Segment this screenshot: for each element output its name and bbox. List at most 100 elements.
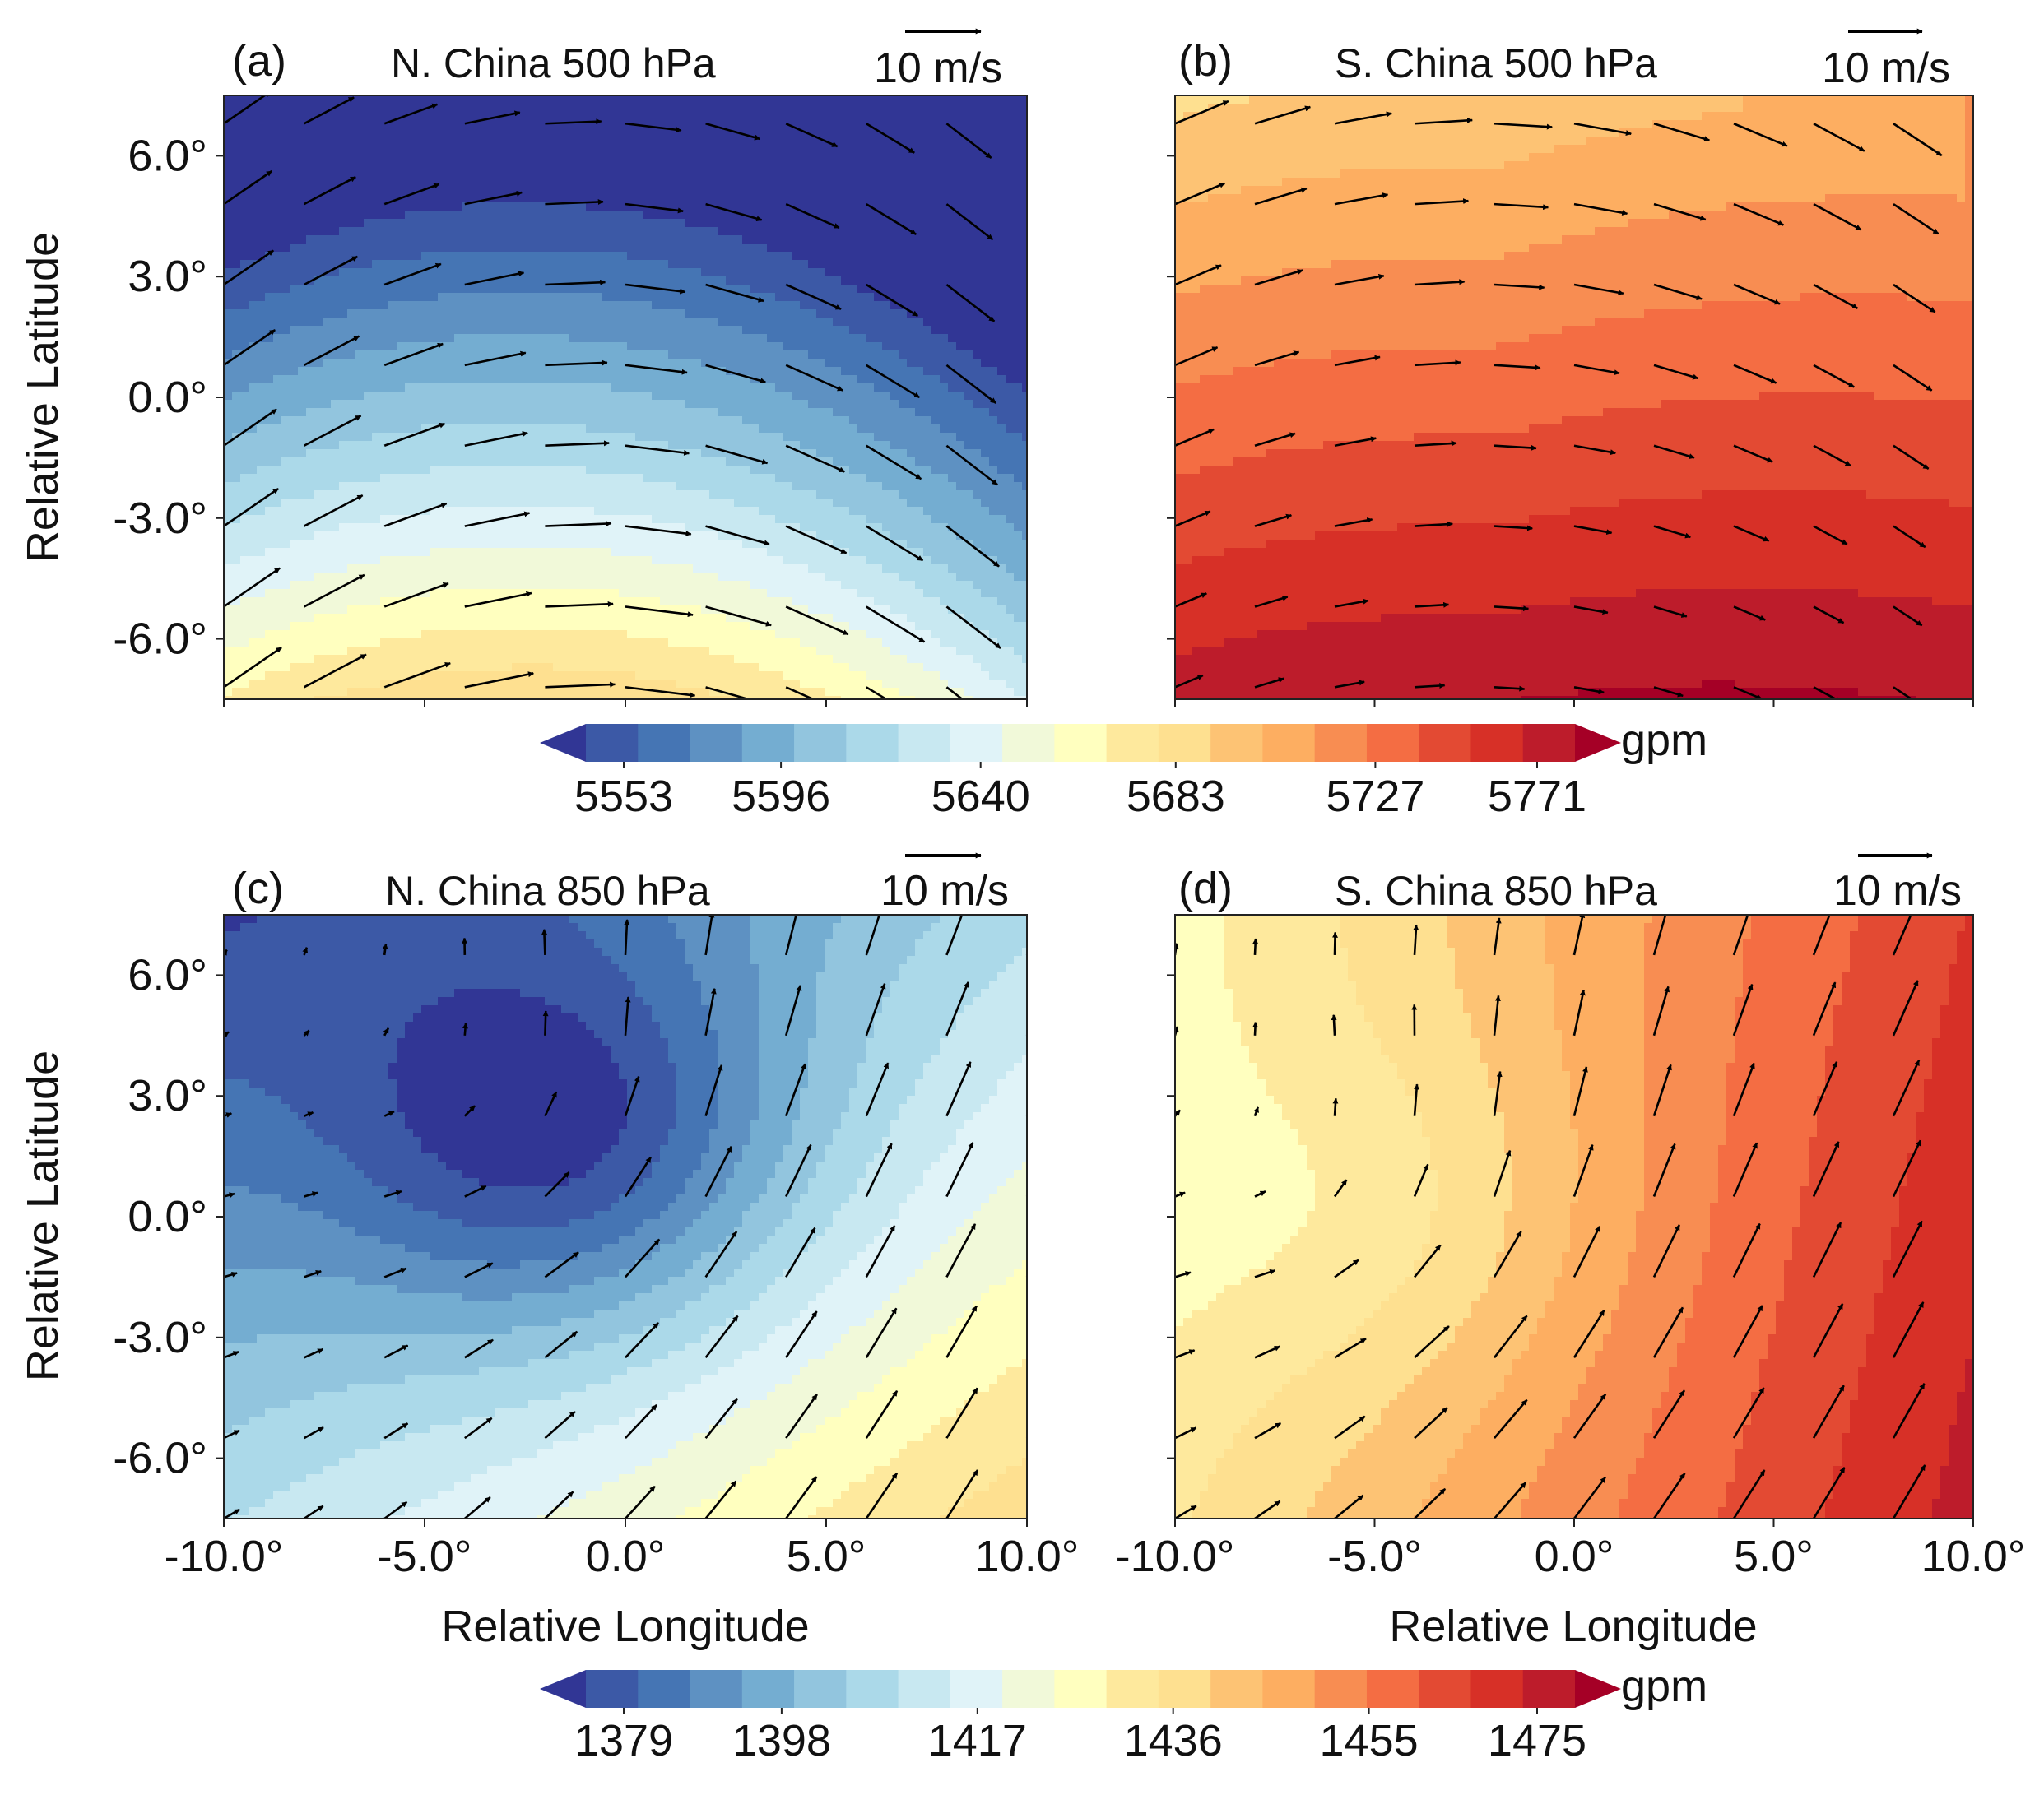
field-cell <box>726 457 735 466</box>
field-cell <box>520 400 529 409</box>
field-cell <box>380 268 389 277</box>
field-cell <box>504 202 513 211</box>
field-cell <box>249 120 258 129</box>
field-cell <box>421 309 430 318</box>
field-cell <box>693 457 702 466</box>
field-cell <box>314 309 323 318</box>
field-cell <box>808 309 817 318</box>
field-cell <box>273 507 282 516</box>
field-cell <box>619 383 628 392</box>
field-cell <box>718 318 727 327</box>
field-cell <box>281 375 290 384</box>
field-cell <box>331 400 340 409</box>
field-cell <box>520 490 529 499</box>
field-cell <box>306 293 315 302</box>
field-cell <box>849 194 858 203</box>
field-cell <box>701 424 710 434</box>
field-cell <box>471 408 480 417</box>
field-cell <box>792 326 801 335</box>
field-cell <box>676 227 685 236</box>
field-cell <box>833 293 842 302</box>
field-cell <box>767 194 776 203</box>
field-cell <box>833 268 842 277</box>
field-cell <box>693 416 702 425</box>
field-cell <box>643 474 653 483</box>
field-cell <box>446 342 455 351</box>
field-cell <box>956 285 965 294</box>
field-cell <box>471 145 480 154</box>
field-cell <box>808 244 817 253</box>
field-cell <box>512 367 521 376</box>
field-cell <box>833 424 842 434</box>
field-cell <box>940 392 949 401</box>
field-cell <box>240 145 249 154</box>
field-cell <box>676 260 685 269</box>
field-cell <box>816 128 825 137</box>
field-cell <box>512 457 521 466</box>
field-cell <box>718 375 727 384</box>
field-cell <box>899 416 908 425</box>
field-cell <box>899 334 908 343</box>
field-cell <box>380 482 389 491</box>
field-cell <box>899 128 908 137</box>
field-cell <box>512 499 521 508</box>
field-cell <box>635 359 644 368</box>
field-cell <box>825 194 834 203</box>
field-cell <box>397 186 406 195</box>
field-cell <box>594 318 603 327</box>
field-cell <box>899 318 908 327</box>
field-cell <box>874 350 883 359</box>
field-cell <box>816 194 825 203</box>
field-cell <box>405 457 414 466</box>
field-cell <box>224 95 233 104</box>
field-cell <box>594 194 603 203</box>
field-cell <box>594 137 603 146</box>
field-cell <box>347 342 356 351</box>
field-cell <box>249 169 258 179</box>
field-cell <box>874 219 883 228</box>
field-cell <box>594 416 603 425</box>
field-cell <box>1022 186 1027 195</box>
field-cell <box>643 112 653 121</box>
field-cell <box>314 326 323 335</box>
field-cell <box>825 482 834 491</box>
field-cell <box>265 268 274 277</box>
field-cell <box>438 153 447 162</box>
field-cell <box>767 466 776 475</box>
field-cell <box>232 244 241 253</box>
field-cell <box>611 490 620 499</box>
field-cell <box>635 334 644 343</box>
field-cell <box>701 474 710 483</box>
field-cell <box>981 219 990 228</box>
field-cell <box>504 112 513 121</box>
field-cell <box>816 359 825 368</box>
field-cell <box>940 301 949 310</box>
field-cell <box>948 449 957 458</box>
field-cell <box>816 219 825 228</box>
field-cell <box>314 252 323 261</box>
field-cell <box>849 375 858 384</box>
field-cell <box>948 359 957 368</box>
field-cell <box>586 235 595 244</box>
field-cell <box>281 161 290 170</box>
field-cell <box>561 161 570 170</box>
field-cell <box>940 318 949 327</box>
field-cell <box>701 178 710 187</box>
field-cell <box>685 244 694 253</box>
field-cell <box>421 441 430 450</box>
field-cell <box>281 120 290 129</box>
field-cell <box>693 334 702 343</box>
field-cell <box>668 104 677 113</box>
field-cell <box>841 137 850 146</box>
field-cell <box>627 219 636 228</box>
field-cell <box>833 457 842 466</box>
field-cell <box>561 318 570 327</box>
field-cell <box>701 260 710 269</box>
field-cell <box>314 474 323 483</box>
field-cell <box>240 375 249 384</box>
field-cell <box>290 293 299 302</box>
field-cell <box>545 219 554 228</box>
field-cell <box>232 499 241 508</box>
field-cell <box>405 367 414 376</box>
field-cell <box>619 112 628 121</box>
